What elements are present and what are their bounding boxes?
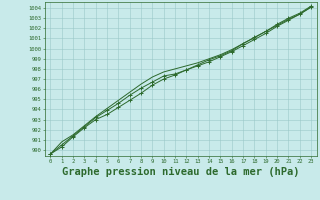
X-axis label: Graphe pression niveau de la mer (hPa): Graphe pression niveau de la mer (hPa) bbox=[62, 167, 300, 177]
